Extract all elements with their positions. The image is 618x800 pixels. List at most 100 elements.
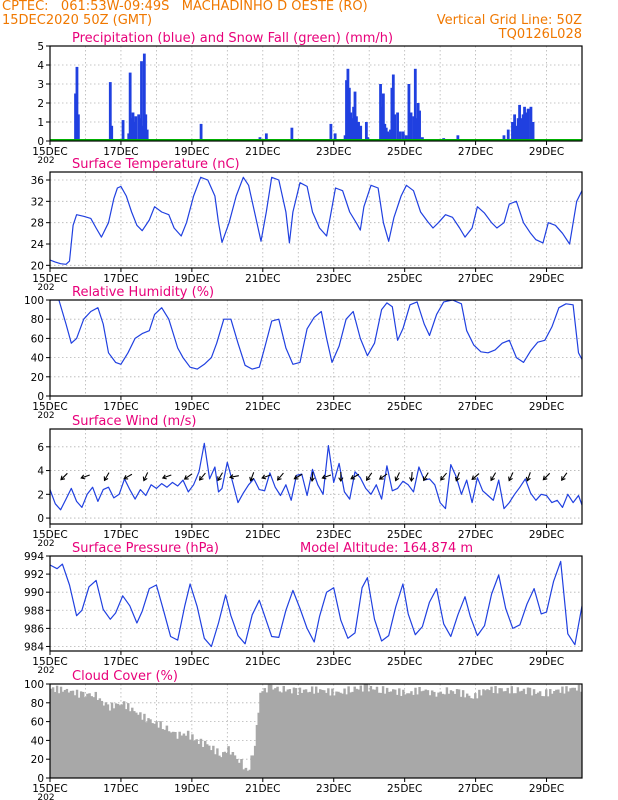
cloud-bar: [343, 688, 346, 778]
cloud-bar: [508, 693, 511, 778]
cloud-bar: [79, 691, 83, 778]
cloud-bar: [261, 691, 264, 778]
precip-bar: [75, 66, 79, 141]
wind-arrow: [321, 474, 332, 480]
x-year-label: 202: [37, 411, 54, 421]
cloud-bar: [310, 686, 314, 778]
precip-bar: [333, 133, 337, 141]
x-tick-label: 19DEC: [174, 783, 209, 795]
series-cloud: [50, 684, 582, 778]
cloud-bar: [240, 759, 243, 778]
wind-arrow: [249, 472, 255, 482]
y-tick-label: 60: [31, 333, 44, 345]
panel-title-precip: Precipitation (blue) and Snow Fall (gree…: [72, 31, 393, 46]
precip-bar: [401, 131, 405, 141]
cloud-bar: [337, 691, 340, 778]
precip-bar: [133, 122, 136, 141]
cloud-bar: [55, 685, 59, 778]
cloud-bar: [127, 703, 130, 778]
cloud-bar: [347, 686, 350, 778]
cloud-bar: [312, 693, 316, 778]
precip-bar: [110, 125, 114, 141]
cloud-bar: [246, 770, 250, 778]
y-tick-label: 100: [24, 679, 44, 691]
cloud-bar: [381, 686, 385, 778]
precip-bar: [513, 114, 517, 141]
precip-bar: [521, 114, 525, 141]
cloud-bar: [394, 689, 397, 778]
cloud-bar: [244, 767, 248, 778]
cloud-bar: [453, 693, 457, 778]
cloud-bar: [137, 714, 140, 778]
cloud-bar: [104, 702, 108, 778]
cloud-bar: [540, 696, 544, 778]
cloud-bar: [90, 696, 93, 778]
cloud-bar: [274, 688, 277, 778]
y-tick-label: 0: [37, 391, 44, 403]
cloud-bar: [321, 689, 324, 778]
x-year-label: 202: [37, 666, 54, 676]
y-tick-label: 988: [24, 605, 44, 617]
x-tick-label: 23DEC: [316, 783, 351, 795]
cloud-bar: [418, 686, 421, 778]
precip-bar: [347, 87, 351, 141]
cloud-bar: [172, 731, 175, 778]
cloud-bar: [199, 738, 203, 778]
x-tick-label: 15DEC: [32, 529, 67, 541]
wind-arrow: [161, 474, 172, 480]
cloud-bar: [319, 689, 322, 778]
x-tick-label: 27DEC: [458, 656, 493, 668]
wind-arrow: [366, 472, 373, 482]
x-tick-label: 25DEC: [387, 401, 422, 413]
precip-bar: [74, 93, 77, 141]
precip-bar: [380, 106, 384, 141]
y-tick-label: 994: [24, 551, 44, 563]
cloud-bar: [516, 687, 520, 778]
x-tick-label: 25DEC: [387, 529, 422, 541]
x-tick-label: 17DEC: [103, 656, 138, 668]
x-tick-label: 19DEC: [174, 273, 209, 285]
wind-arrow: [350, 473, 360, 480]
wind-arrow: [198, 472, 206, 481]
x-tick-label: 19DEC: [174, 529, 209, 541]
cloud-bar: [165, 725, 169, 778]
precip-bar: [131, 112, 135, 141]
cloud-bar: [65, 688, 69, 778]
x-tick-label: 15DEC: [32, 273, 67, 285]
precip-bar: [413, 68, 417, 141]
x-tick-label: 23DEC: [316, 656, 351, 668]
series-precip: [50, 53, 582, 141]
panel-frame: [49, 428, 583, 525]
precip-bar: [199, 123, 203, 141]
cloud-bar: [145, 722, 148, 778]
panel-wind: 0 2 4 6 15DEC 17DEC 19DEC 21DEC 23DEC 25DEC 27DEC 2…: [32, 414, 583, 549]
precip-bar: [343, 135, 347, 141]
cloud-bar: [433, 691, 436, 778]
cloud-bar: [492, 692, 495, 778]
cloud-bar: [94, 691, 98, 778]
cloud-bar: [488, 690, 491, 778]
y-tick-label: 6: [37, 442, 44, 454]
cloud-bar: [559, 692, 562, 778]
wind-arrow: [378, 473, 388, 480]
cloud-bar: [557, 689, 560, 778]
cloud-bar: [235, 758, 239, 778]
cloud-bar: [549, 689, 552, 778]
cloud-bar: [197, 743, 201, 778]
cloud-bar: [430, 690, 434, 778]
precip-bar: [357, 122, 360, 141]
cloud-bar: [339, 692, 342, 778]
cloud-bar: [189, 739, 192, 778]
precip-bar: [524, 112, 528, 141]
cloud-bar: [57, 693, 61, 778]
cloud-bar: [294, 688, 298, 778]
cloud-bar: [404, 694, 407, 778]
panel-frame: [49, 299, 583, 397]
y-tick-label: 984: [24, 641, 44, 653]
precip-bar: [381, 93, 385, 141]
header-run-time: 15DEC2020 50Z (GMT): [2, 13, 153, 28]
y-tick-label: 992: [24, 569, 44, 581]
cloud-bar: [210, 750, 213, 778]
cloud-bar: [302, 689, 306, 778]
